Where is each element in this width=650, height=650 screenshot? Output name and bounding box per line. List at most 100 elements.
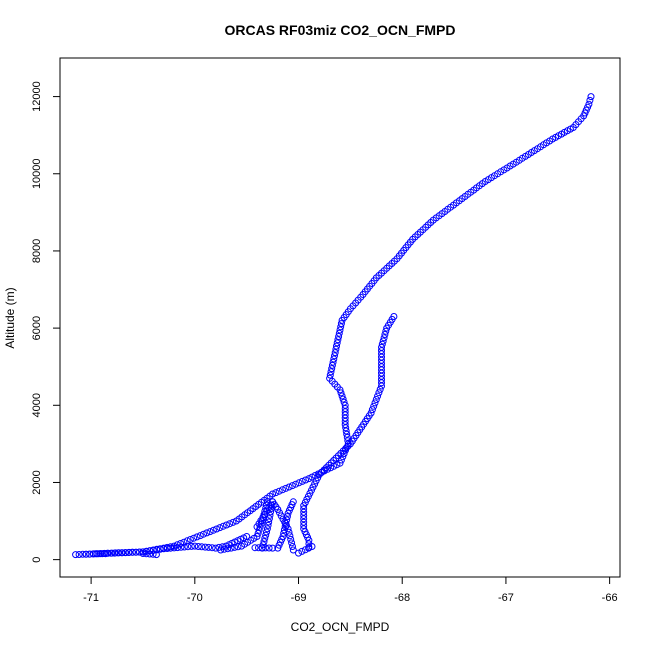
data-point — [177, 543, 185, 551]
data-point — [336, 326, 344, 334]
data-point — [298, 477, 306, 485]
data-point — [285, 483, 293, 491]
data-point — [300, 508, 308, 516]
y-tick-label: 12000 — [31, 81, 43, 112]
data-point — [200, 530, 207, 538]
data-point — [305, 475, 313, 483]
y-axis: 0 2000 4000 6000 8000 10000 12000 — [31, 81, 60, 563]
data-point — [194, 543, 202, 550]
data-point — [371, 399, 379, 407]
data-point — [305, 536, 313, 544]
data-point — [300, 515, 308, 523]
data-point — [98, 550, 106, 558]
data-point — [203, 529, 211, 537]
data-point — [263, 525, 271, 533]
data-point — [213, 525, 221, 533]
data-point — [370, 402, 378, 410]
data-point — [381, 331, 389, 338]
data-point — [301, 546, 309, 554]
data-point — [295, 549, 302, 557]
data-point — [272, 489, 280, 497]
data-point — [378, 382, 385, 390]
y-tick-label: 6000 — [31, 316, 43, 340]
data-point — [337, 320, 345, 328]
data-point — [379, 337, 387, 345]
data-point — [339, 447, 347, 455]
y-tick-label: 10000 — [31, 158, 43, 189]
data-point — [222, 542, 230, 550]
data-point — [187, 542, 195, 550]
data-point — [342, 445, 350, 453]
data-point — [305, 544, 313, 552]
data-point — [380, 334, 388, 342]
series-points — [72, 93, 595, 559]
data-point — [327, 368, 335, 376]
data-point — [326, 371, 334, 379]
data-point — [334, 336, 342, 344]
data-point — [287, 535, 295, 543]
data-point — [190, 534, 198, 542]
data-point — [82, 550, 90, 558]
data-point — [338, 316, 346, 324]
data-point — [262, 544, 269, 552]
data-point — [264, 521, 272, 529]
data-point — [122, 549, 130, 557]
data-point — [337, 323, 345, 331]
data-point — [208, 544, 216, 552]
data-point — [332, 345, 340, 353]
data-point — [279, 486, 286, 494]
data-point — [91, 550, 99, 558]
data-point — [89, 550, 97, 558]
data-point — [342, 427, 350, 435]
data-point — [302, 476, 310, 484]
data-point — [156, 545, 164, 553]
x-tick-label: -68 — [394, 592, 410, 604]
y-tick-label: 2000 — [31, 470, 43, 494]
data-point — [383, 324, 391, 332]
x-tick-label: -69 — [291, 592, 307, 604]
y-tick-label: 8000 — [31, 239, 43, 263]
data-point — [587, 93, 595, 101]
data-point — [295, 479, 303, 487]
data-point — [331, 349, 339, 357]
y-tick-label: 0 — [31, 557, 43, 563]
data-point — [139, 550, 147, 557]
data-point — [376, 385, 384, 393]
data-point — [269, 498, 277, 506]
data-point — [251, 544, 259, 552]
data-point — [300, 505, 308, 513]
data-point — [223, 521, 230, 529]
data-point — [180, 543, 188, 551]
data-point — [378, 379, 385, 387]
data-point — [346, 440, 354, 448]
data-point — [229, 518, 237, 526]
data-point — [265, 544, 273, 552]
data-point — [163, 545, 171, 552]
data-point — [335, 329, 343, 337]
data-point — [282, 484, 290, 492]
data-point — [300, 502, 308, 510]
data-point — [186, 536, 194, 543]
data-point — [232, 517, 240, 525]
data-point — [327, 459, 335, 467]
data-point — [282, 519, 290, 527]
data-point — [262, 531, 270, 539]
data-point — [298, 547, 306, 555]
x-tick-label: -67 — [498, 592, 514, 604]
data-point — [343, 430, 351, 438]
data-point — [193, 533, 201, 541]
data-point — [289, 546, 297, 554]
data-point — [382, 327, 390, 335]
data-point — [216, 524, 224, 532]
data-point — [375, 389, 383, 397]
data-point — [95, 550, 103, 558]
data-point — [300, 512, 308, 519]
data-point — [118, 549, 126, 557]
data-point — [149, 550, 157, 558]
data-point — [167, 544, 175, 552]
data-point — [170, 544, 178, 552]
data-point — [374, 392, 382, 400]
data-point — [269, 544, 277, 552]
x-axis-label: CO2_OCN_FMPD — [291, 620, 390, 634]
data-point — [284, 509, 292, 517]
